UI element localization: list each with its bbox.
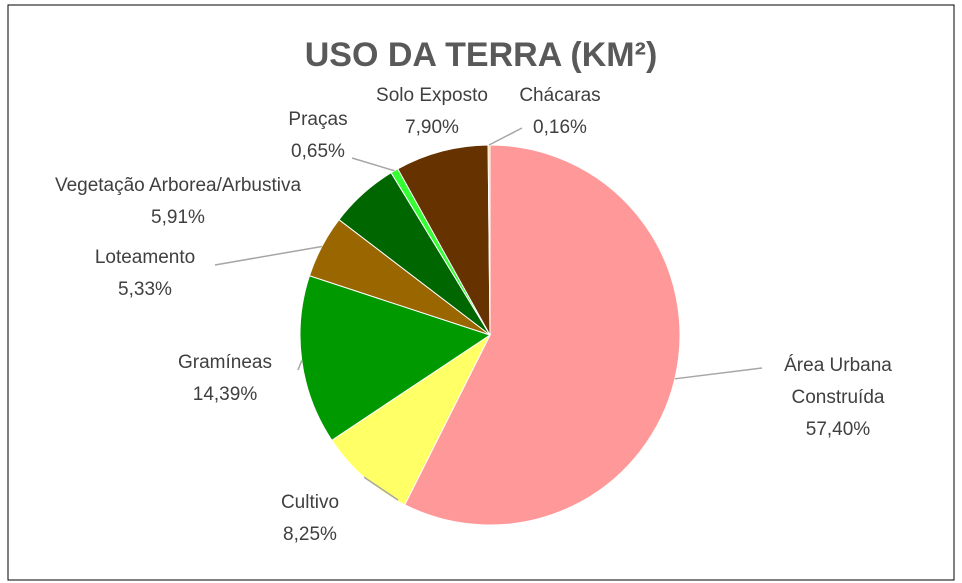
value-label: 5,33%: [118, 279, 172, 300]
category-label: Gramíneas: [178, 352, 272, 373]
leader-line: [214, 245, 323, 266]
value-label: 5,91%: [151, 207, 205, 228]
category-label: Cultivo: [280, 492, 340, 513]
category-label: Chácaras: [519, 85, 601, 106]
value-label: 0,65%: [291, 141, 345, 162]
data-label: Cultivo 8,25%: [281, 487, 339, 551]
leader-line: [674, 367, 763, 380]
chart-title: USO DA TERRA (KM²): [304, 36, 658, 74]
category-label: Vegetação Arborea/Arbustiva: [54, 175, 302, 196]
pie-slice: [397, 144, 491, 336]
data-label: Vegetação Arborea/Arbustiva 5,91%: [55, 170, 301, 234]
data-label: Loteamento 5,33%: [95, 242, 195, 306]
value-label: 57,40%: [805, 419, 871, 440]
category-label: Área Urbana Construída: [784, 355, 892, 408]
data-label: Solo Exposto 7,90%: [376, 80, 488, 144]
category-label: Praças: [288, 109, 348, 130]
data-label: Área Urbana Construída 57,40%: [768, 350, 908, 446]
pie-slice: [299, 275, 492, 441]
value-label: 14,39%: [192, 384, 258, 405]
value-label: 7,90%: [405, 117, 459, 138]
data-label: Chácaras 0,16%: [519, 80, 600, 144]
value-label: 0,16%: [533, 117, 587, 138]
leader-line: [297, 360, 303, 371]
value-label: 8,25%: [283, 524, 337, 545]
leader-line: [488, 127, 523, 146]
leader-line: [363, 476, 399, 501]
data-label: Gramíneas 14,39%: [178, 347, 272, 411]
leader-line: [351, 157, 395, 172]
category-label: Solo Exposto: [376, 85, 488, 106]
category-label: Loteamento: [94, 247, 196, 268]
data-label: Praças 0,65%: [288, 104, 347, 168]
